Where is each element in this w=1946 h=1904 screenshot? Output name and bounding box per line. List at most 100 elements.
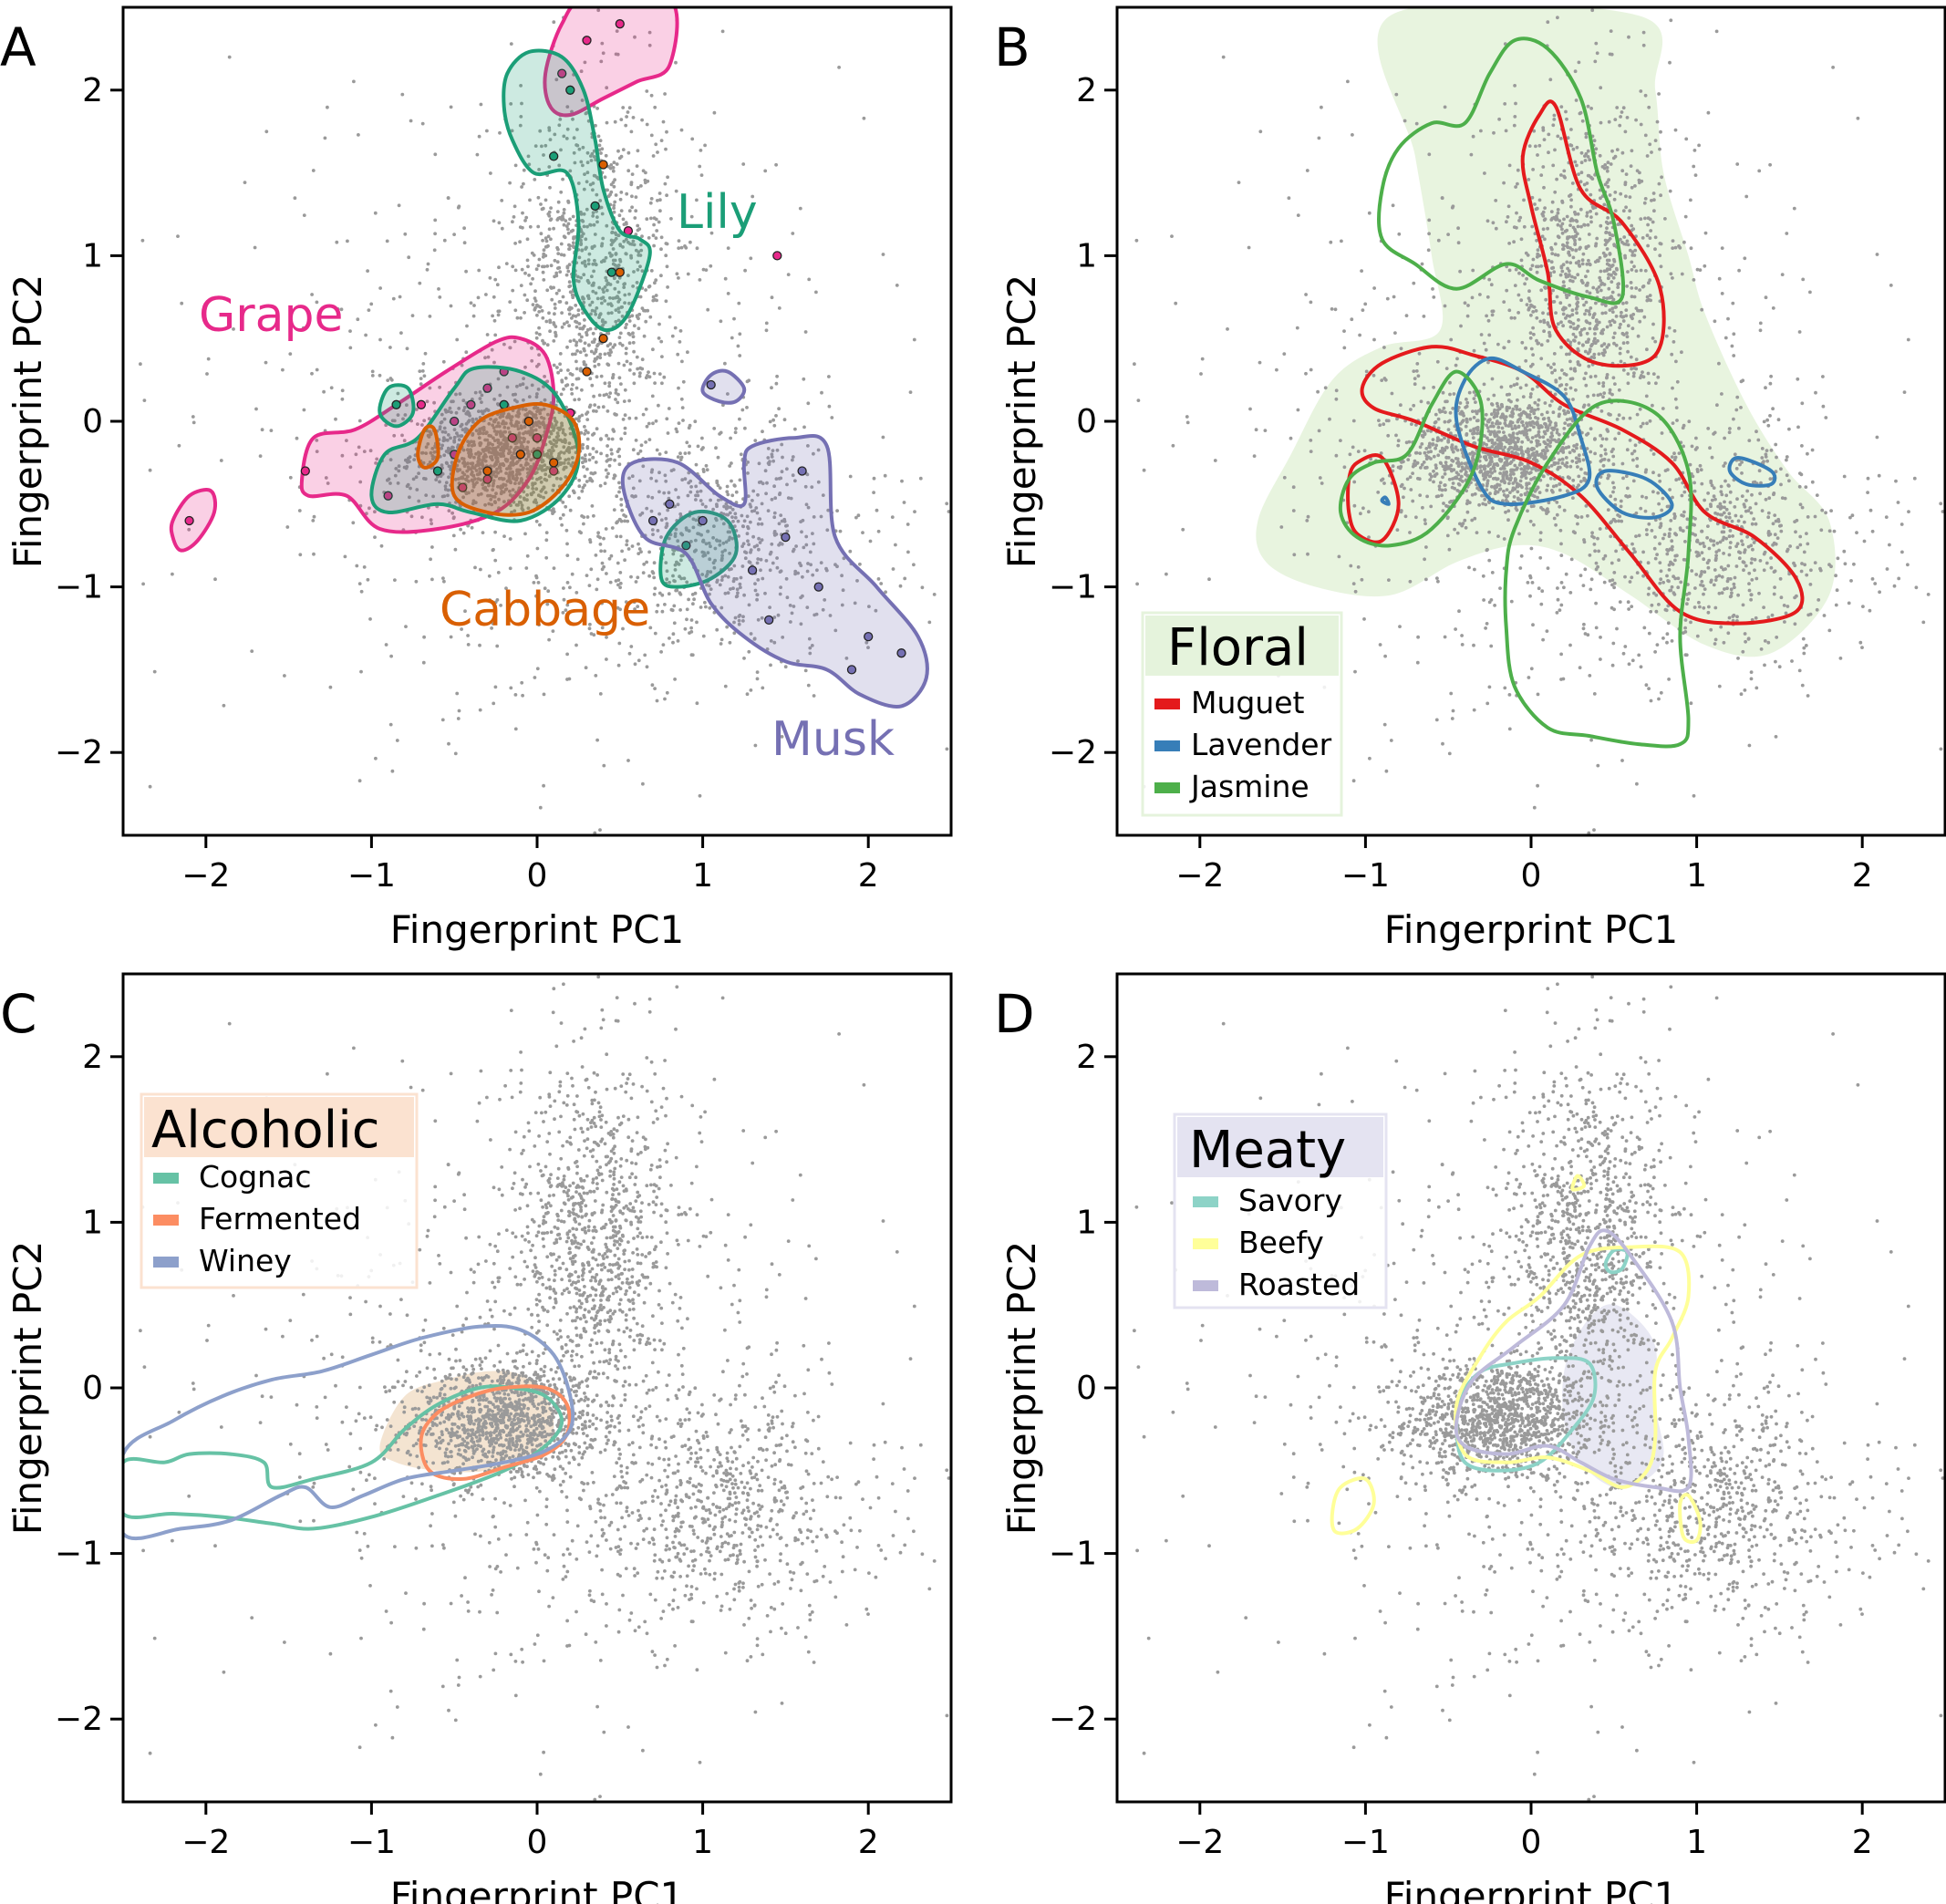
panel-a-bg-point	[648, 201, 653, 205]
panel-b-bg-point	[1548, 440, 1553, 444]
panel-b-bg-point	[1498, 421, 1502, 426]
panel-a-bg-point	[502, 429, 506, 434]
panel-a-bg-point	[613, 286, 617, 291]
panel-a-bg-point	[508, 450, 512, 454]
panel-a-bg-point	[63, 159, 67, 162]
panel-a-bg-point	[685, 440, 689, 445]
panel-a-bg-point	[428, 386, 432, 390]
panel-a-bg-point	[739, 585, 742, 590]
panel-a-bg-point	[622, 282, 626, 286]
panel-a-bg-point	[637, 479, 642, 483]
panel-a-bg-point	[653, 105, 657, 109]
panel-b-bg-point	[1491, 424, 1496, 429]
panel-a-bg-point	[493, 277, 498, 282]
panel-b-bg-point	[1410, 422, 1413, 426]
panel-a-bg-point	[509, 456, 513, 460]
panel-a-bg-point	[613, 231, 617, 235]
panel-a-bg-point	[613, 343, 617, 347]
panel-b-bg-point	[1449, 431, 1453, 435]
panel-a-bg-point	[492, 701, 496, 706]
panel-a-bg-point	[658, 857, 662, 861]
panel-b-bg-point	[1589, 344, 1593, 348]
panel-b-bg-point	[1517, 408, 1522, 412]
panel-a-bg-point	[466, 634, 470, 637]
panel-a-bg-point	[488, 598, 492, 602]
panel-a-bg-point	[743, 268, 747, 273]
panel-a-bg-point	[772, 484, 776, 489]
panel-a-bg-point	[593, 258, 596, 263]
panel-b-bg-point	[1574, 456, 1579, 460]
panel-a-bg-point	[679, 397, 684, 401]
panel-a-bg-point	[590, 308, 595, 313]
panel-a-bg-point	[564, 504, 568, 509]
panel-b-bg-point	[1474, 409, 1478, 413]
panel-b-bg-point	[1532, 411, 1537, 416]
panel-b-bg-point	[1386, 419, 1391, 423]
panel-a-bg-point	[440, 718, 445, 722]
panel-a-bg-point	[492, 419, 496, 423]
panel-a-bg-point	[632, 494, 636, 499]
panel-a-bg-point	[496, 377, 501, 381]
panel-b-bg-point	[1492, 393, 1496, 398]
panel-b-bg-point	[1586, 281, 1589, 285]
panel-b-bg-point	[1399, 484, 1403, 489]
panel-a-bg-point	[577, 147, 582, 151]
panel-a-bg-point	[616, 290, 621, 295]
panel-a-bg-point	[563, 438, 567, 441]
panel-a-bg-point	[529, 426, 533, 430]
panel-a-bg-point	[627, 209, 632, 213]
panel-a-bg-point	[523, 365, 527, 369]
panel-a-bg-point	[853, 601, 857, 605]
panel-a-bg-point	[497, 477, 502, 481]
panel-a-bg-point	[574, 304, 578, 307]
panel-a-bg-point	[632, 600, 637, 605]
panel-b-bg-point	[1507, 433, 1512, 438]
panel-b-bg-point	[1538, 538, 1543, 543]
panel-a-bg-point	[581, 460, 585, 465]
panel-a-bg-point	[650, 683, 655, 688]
panel-a-bg-point	[485, 445, 489, 450]
panel-a-bg-point	[666, 175, 669, 180]
panel-a-bg-point	[580, 388, 584, 392]
panel-a-bg-point	[584, 666, 588, 670]
panel-a-bg-point	[945, 502, 949, 506]
panel-a-bg-point	[515, 399, 519, 404]
panel-a-bg-point	[761, 481, 765, 486]
panel-a-bg-point	[455, 431, 459, 435]
panel-a-bg-point	[806, 683, 811, 688]
panel-a-bg-point	[683, 451, 688, 455]
panel-a-bg-point	[693, 419, 698, 424]
panel-b-bg-point	[1492, 462, 1496, 467]
panel-a-bg-point	[862, 116, 866, 120]
panel-a-bg-point	[629, 182, 634, 187]
panel-b-bg-point	[1519, 467, 1524, 471]
panel-a-bg-point	[879, 582, 884, 585]
panel-a-bg-point	[572, 136, 576, 140]
panel-a-bg-point	[659, 247, 663, 252]
panel-a-bg-point	[501, 477, 505, 481]
panel-a-bg-point	[665, 417, 669, 421]
panel-a-bg-point	[616, 52, 620, 57]
panel-a-bg-point	[521, 382, 525, 387]
panel-a-bg-point	[565, 581, 570, 585]
panel-a-bg-point	[543, 491, 548, 494]
panel-a-bg-point	[634, 209, 638, 213]
panel-a-bg-point	[626, 331, 631, 336]
panel-b-bg-point	[1532, 332, 1536, 336]
panel-a-bg-point	[514, 419, 519, 424]
panel-b-bg-point	[1408, 475, 1413, 480]
panel-a-bg-point	[676, 352, 680, 357]
panel-a-bg-point	[417, 471, 420, 475]
panel-a-bg-point	[683, 626, 688, 631]
panel-b-bg-point	[1523, 282, 1527, 286]
panel-a-bg-point	[454, 410, 459, 415]
panel-a-label-musk: Musk	[771, 712, 895, 767]
panel-a-bg-point	[518, 240, 522, 244]
panel-a-bg-point	[471, 485, 476, 489]
panel-a-bg-point	[772, 515, 777, 520]
panel-a-bg-point	[405, 347, 409, 351]
panel-a-bg-point	[605, 392, 608, 397]
panel-a-bg-point	[495, 644, 500, 648]
panel-a-bg-point	[622, 399, 626, 403]
panel-a-bg-point	[766, 509, 771, 512]
